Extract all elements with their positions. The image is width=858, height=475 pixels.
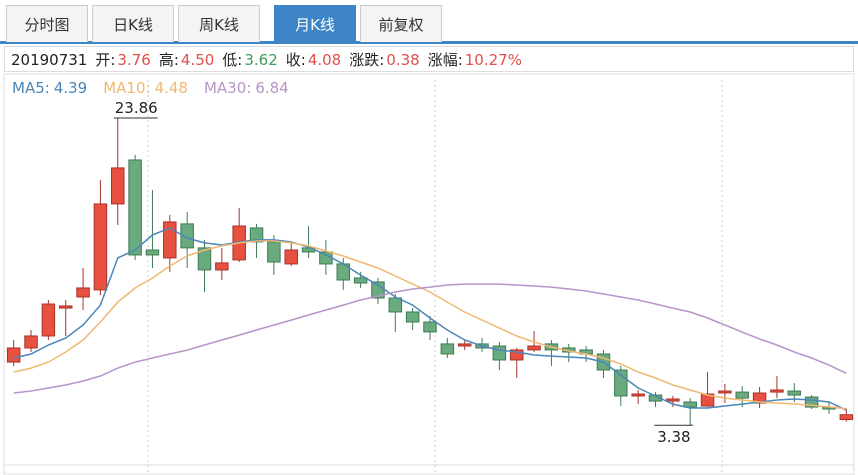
info-label: 涨幅: [427,51,463,69]
tab[interactable]: 周K线 [178,5,260,42]
candle-body [145,249,160,256]
info-label: 涨跌: [349,51,385,69]
candle-body [76,287,90,298]
legend: MA5: 4.39 MA10: 4.48 MA30: 6.84 [12,79,305,97]
info-bar: 20190731 开: 3.76 高: 4.50 低: 3.62 收: 4.08 涨跌: 0.38 涨… [4,46,854,72]
min-label: 3.38 [657,428,690,446]
candle-body [163,221,177,259]
candle-body [804,396,819,408]
candle-body [614,369,628,397]
info-label: 开: [95,51,116,69]
info-value: 3.76 [117,51,151,69]
info-label: 高: [158,51,179,69]
candle-body [128,159,142,256]
candle-body [423,321,437,333]
info-value: 0.38 [386,51,420,69]
candle-body [787,390,802,396]
legend-value: 6.84 [255,79,289,97]
candle-body [111,167,125,205]
tab[interactable]: 月K线 [274,5,356,42]
info-label: 收: [285,51,306,69]
candle-body [215,262,229,271]
candle-body [718,390,732,394]
candle-body [700,393,715,407]
chart-frame [3,73,855,475]
candle-body [284,249,298,265]
legend-name: MA10: [103,79,151,97]
tab[interactable]: 日K线 [92,5,174,42]
candle-body [770,389,784,393]
legend-entry: MA10: 4.48 [103,79,196,97]
candle-body [249,227,264,243]
candle-body [492,345,507,361]
ma-line [13,240,847,410]
tab-bar: 分时图 日K线 周K线 月K线 前复权 [0,0,858,44]
candle-body [353,277,368,284]
max-label: 23.86 [115,99,158,117]
legend-value: 4.48 [154,79,188,97]
legend-entry: MA5: 4.39 [12,79,95,97]
candle-body [527,345,541,351]
candle-body [405,311,420,323]
candle-body [666,398,680,402]
candle-body [6,347,21,363]
legend-value: 4.39 [53,79,88,97]
candle-body [267,241,281,263]
ma-line [13,227,847,411]
candle-body [752,392,767,404]
candle-body [735,391,749,399]
candle-body [457,343,472,347]
candle-body [839,414,854,421]
candle-body [24,335,38,349]
info-value: 4.50 [180,51,215,69]
candle-body [631,393,645,397]
candle-body [440,343,455,355]
legend-name: MA5: [12,79,50,97]
info-value: 10.27% [464,51,522,69]
candle-body [93,203,108,291]
tab[interactable]: 前复权 [360,5,442,42]
legend-name: MA30: [203,79,252,97]
candle-body [197,247,212,271]
info-value: 4.08 [307,51,342,69]
candle-body [509,349,524,361]
ma-line [13,283,847,394]
candle-body [58,305,73,309]
date: 20190731 [11,51,88,69]
candle-body [683,401,697,408]
candle-body [388,297,403,313]
info-label: 低: [222,51,243,69]
candle-body [648,394,663,402]
legend-entry: MA30: 6.84 [204,79,297,97]
candle-body [180,223,194,249]
candle-body [41,303,56,337]
tab[interactable]: 分时图 [6,5,88,42]
info-value: 3.62 [244,51,278,69]
